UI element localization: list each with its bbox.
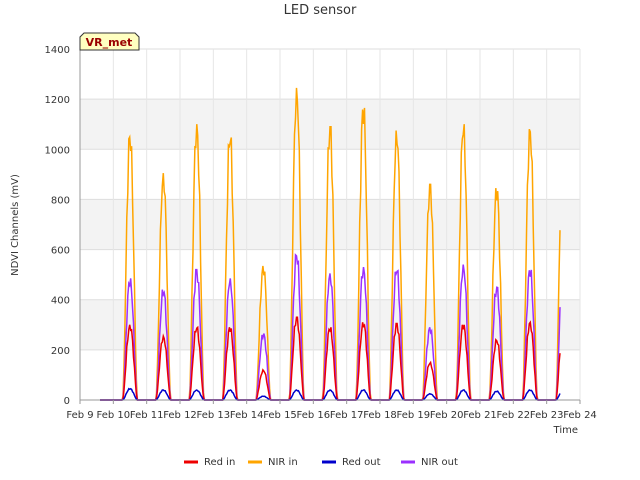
x-tick-label: Feb 12 — [163, 410, 197, 421]
x-tick-label: Feb 16 — [297, 410, 331, 421]
x-tick-label: Feb 11 — [130, 410, 164, 421]
y-tick-label: 800 — [51, 195, 70, 206]
legend-label: NIR in — [268, 457, 298, 468]
x-tick-label: Feb 18 — [363, 410, 397, 421]
grid-band — [80, 199, 580, 250]
x-tick-label: Feb 17 — [330, 410, 364, 421]
x-tick-label: Feb 20 — [430, 410, 464, 421]
legend-label: NIR out — [421, 457, 458, 468]
x-tick-label: Feb 24 — [563, 410, 597, 421]
legend: Red in NIR in Red out NIR out — [184, 457, 458, 468]
x-tick-label: Feb 13 — [197, 410, 231, 421]
badge: VR_met — [79, 32, 140, 51]
grid — [79, 48, 581, 401]
badge-label: VR_met — [86, 36, 133, 49]
y-tick-label: 600 — [51, 246, 70, 257]
x-tick-labels: Feb 9 Feb 10 Feb 11 Feb 12 Feb 13 Feb 14 Feb 1… — [66, 400, 597, 421]
legend-label: Red in — [204, 457, 235, 468]
axes — [79, 49, 580, 401]
x-tick-label: Feb 14 — [230, 410, 264, 421]
y-tick-label: 1200 — [45, 95, 70, 106]
y-axis-label: NDVI Channels (mV) — [10, 174, 21, 276]
x-tick-label: Feb 23 — [530, 410, 564, 421]
grid-band — [80, 299, 580, 350]
legend-label: Red out — [342, 457, 381, 468]
y-tick-label: 1000 — [45, 145, 70, 156]
x-axis-label: Time — [553, 425, 578, 436]
y-tick-label: 0 — [64, 396, 70, 407]
x-tick-label: Feb 21 — [463, 410, 497, 421]
plot-background — [80, 49, 580, 400]
x-tick-label: Feb 15 — [263, 410, 297, 421]
y-tick-labels: 0 200 400 600 800 1000 1200 1400 — [45, 45, 70, 407]
x-tick-label: Feb 9 — [66, 410, 93, 421]
x-tick-label: Feb 22 — [497, 410, 531, 421]
x-tick-label: Feb 19 — [397, 410, 431, 421]
chart-title: LED sensor — [284, 3, 357, 18]
x-tick-label: Feb 10 — [97, 410, 131, 421]
y-tick-label: 1400 — [45, 45, 70, 56]
y-tick-label: 200 — [51, 346, 70, 357]
y-tick-label: 400 — [51, 296, 70, 307]
badge-box — [79, 32, 140, 51]
